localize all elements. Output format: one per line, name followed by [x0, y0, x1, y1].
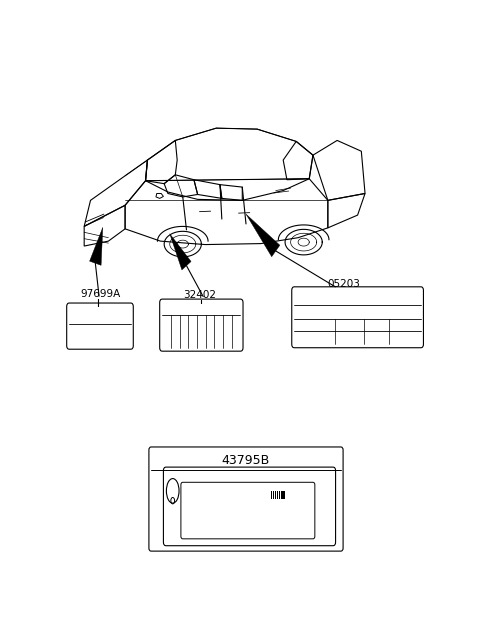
Polygon shape	[90, 227, 103, 265]
Text: 32402: 32402	[183, 290, 216, 300]
Polygon shape	[170, 234, 191, 270]
Text: 05203: 05203	[328, 279, 360, 289]
Polygon shape	[246, 214, 280, 256]
Text: 43795B: 43795B	[222, 454, 270, 467]
Text: 97699A: 97699A	[81, 288, 120, 299]
